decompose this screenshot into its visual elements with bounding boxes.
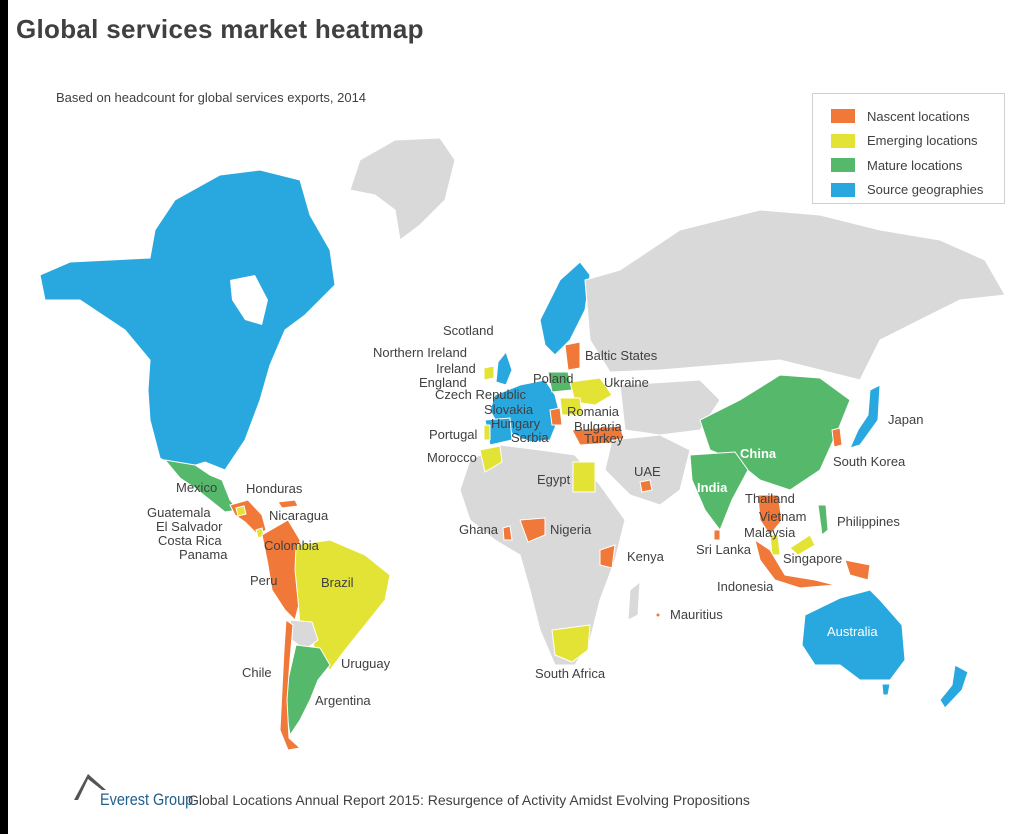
region-morocco (479, 445, 503, 473)
label-brazil: Brazil (321, 575, 354, 590)
label-ghana: Ghana (459, 522, 499, 537)
legend-item-emerging: Emerging locations (831, 129, 1004, 154)
legend-label: Mature locations (867, 157, 963, 173)
legend-label: Nascent locations (867, 108, 970, 124)
region-kenya (599, 544, 616, 569)
region-south-africa (551, 624, 591, 663)
label-england: England (419, 375, 467, 390)
label-baltic-states: Baltic States (585, 348, 658, 363)
region-se-asia (757, 494, 783, 536)
label-thailand: Thailand (745, 491, 795, 506)
label-kenya: Kenya (627, 549, 664, 564)
legend-label: Emerging locations (867, 133, 978, 149)
label-czech-republic: Czech Republic (435, 387, 527, 402)
region-russia (584, 209, 1006, 381)
region-malaysia (769, 534, 781, 556)
label-mexico: Mexico (176, 480, 218, 495)
label-mauritius: Mauritius (670, 607, 723, 622)
label-philippines: Philippines (837, 514, 900, 529)
label-guatemala: Guatemala (147, 505, 211, 520)
label-indonesia: Indonesia (717, 579, 774, 594)
label-turkey: Turkey (584, 431, 624, 446)
label-slovakia: Slovakia (484, 402, 534, 417)
region-korea (831, 427, 843, 448)
legend-item-mature: Mature locations (831, 153, 1004, 178)
region-sri-lanka (713, 529, 721, 541)
emerging-swatch (831, 133, 855, 148)
mature-swatch (831, 158, 855, 173)
map-subtitle: Based on headcount for global services e… (56, 90, 367, 105)
region-philippines (817, 504, 829, 536)
map-legend: Nascent locations Emerging locations Mat… (812, 93, 1005, 204)
label-argentina: Argentina (315, 693, 371, 708)
region-egypt (572, 461, 596, 493)
label-nicaragua: Nicaragua (269, 508, 329, 523)
label-serbia: Serbia (511, 430, 549, 445)
label-uruguay: Uruguay (341, 656, 391, 671)
label-colombia: Colombia (264, 538, 319, 553)
label-romania: Romania (567, 404, 620, 419)
label-singapore: Singapore (783, 551, 843, 566)
region-north-america (39, 169, 336, 471)
region-india (689, 451, 749, 532)
region-japan (849, 384, 881, 449)
label-ukraine: Ukraine (604, 375, 649, 390)
label-el-salvador: El Salvador (156, 519, 223, 534)
label-portugal: Portugal (429, 427, 478, 442)
region-colombia-peru (261, 519, 301, 621)
label-malaysia: Malaysia (744, 525, 796, 540)
region-brazil (294, 539, 391, 671)
source-swatch (831, 182, 855, 197)
legend-label: Source geographies (867, 182, 984, 198)
region-central-asia (619, 379, 721, 436)
label-poland: Poland (533, 371, 574, 386)
label-south-africa: South Africa (535, 666, 606, 681)
legend-item-source: Source geographies (831, 178, 1004, 203)
region-baltics (564, 341, 581, 371)
region-serbia (549, 407, 563, 426)
label-northern-ireland: Northern Ireland (373, 345, 467, 360)
label-scotland: Scotland (443, 323, 494, 338)
label-panama: Panama (179, 547, 228, 562)
region-indonesia (754, 538, 836, 589)
region-nigeria (519, 517, 546, 543)
label-morocco: Morocco (427, 450, 477, 465)
label-south-korea: South Korea (833, 454, 906, 469)
label-hungary: Hungary (491, 416, 541, 431)
page-title: Global services market heatmap (16, 14, 424, 44)
report-citation: Global Locations Annual Report 2015: Res… (188, 792, 750, 808)
label-vietnam: Vietnam (759, 509, 807, 524)
region-nordics (539, 261, 591, 356)
brand-logo-text: Everest Group (100, 790, 194, 809)
region-new-zealand (939, 664, 969, 709)
region-ghana (502, 525, 513, 541)
label-peru: Peru (250, 573, 278, 588)
label-ireland: Ireland (436, 361, 476, 376)
label-sri-lanka: Sri Lanka (696, 542, 751, 557)
label-honduras: Honduras (246, 481, 303, 496)
label-uae: UAE (634, 464, 661, 479)
label-bulgaria: Bulgaria (574, 419, 622, 434)
label-australia: Australia (827, 624, 878, 639)
region-ireland (483, 365, 495, 381)
nascent-swatch (831, 109, 855, 124)
region-uk (495, 350, 513, 386)
label-egypt: Egypt (537, 472, 571, 487)
region-greenland (349, 137, 456, 241)
region-romania (559, 397, 583, 416)
label-japan: Japan (888, 412, 924, 427)
label-costa-rica: Costa Rica (158, 533, 222, 548)
label-india: India (697, 480, 728, 495)
region-middle-east (604, 434, 691, 506)
legend-item-nascent: Nascent locations (831, 104, 1004, 129)
label-china: China (740, 446, 777, 461)
region-australia (801, 589, 906, 681)
label-chile: Chile (242, 665, 272, 680)
region-argentina (285, 644, 331, 737)
left-edge-strip (0, 0, 8, 834)
region-chile (279, 619, 302, 751)
everest-mountain-icon (74, 774, 106, 800)
label-nigeria: Nigeria (550, 522, 592, 537)
